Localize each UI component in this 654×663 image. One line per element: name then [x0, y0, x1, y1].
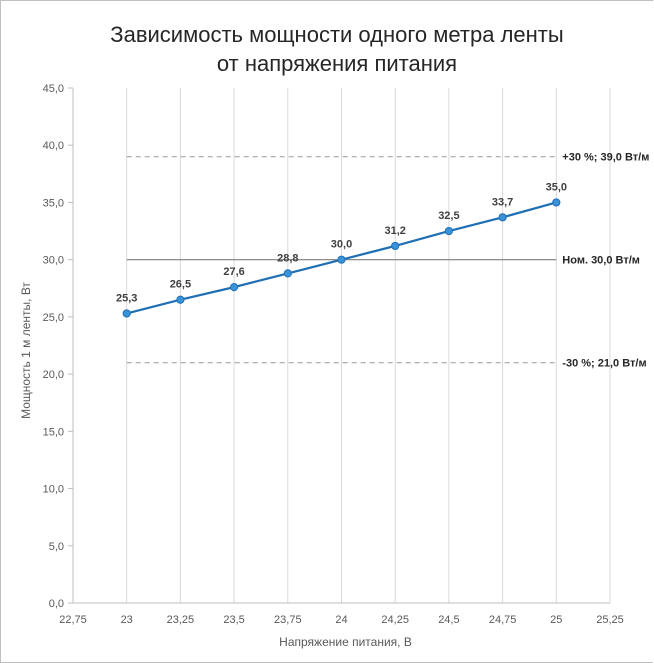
data-point [552, 198, 561, 207]
data-label: 26,5 [170, 279, 191, 291]
data-label: 35,0 [546, 181, 567, 193]
x-tick-label: 23,25 [167, 614, 195, 626]
chart-title: Зависимость мощности одного метра ленты о… [110, 22, 563, 76]
y-tick-label: 0,0 [49, 598, 64, 610]
x-tick-label: 24,5 [438, 614, 459, 626]
data-label: 31,2 [384, 225, 405, 237]
reference-line-label-1: +30 %; 39,0 Вт/м [562, 152, 649, 164]
x-tick-label: 24,25 [381, 614, 409, 626]
data-label: 30,0 [331, 239, 352, 251]
data-point [176, 295, 185, 304]
x-tick-label: 25,25 [596, 614, 624, 626]
data-point [230, 283, 239, 292]
y-tick-label: 30,0 [43, 255, 64, 267]
data-point [444, 226, 453, 236]
y-tick-label: 20,0 [43, 369, 64, 381]
x-tick-label: 23,75 [274, 614, 302, 626]
reference-line-label-3: -30 %; 21,0 Вт/м [562, 358, 646, 370]
data-point [391, 241, 400, 251]
data-point [122, 309, 131, 318]
y-tick-label: 40,0 [43, 140, 64, 152]
x-tick-label: 22,75 [59, 614, 87, 626]
data-point [498, 213, 507, 222]
data-point [337, 255, 346, 264]
y-tick-label: 15,0 [43, 426, 64, 438]
x-tick-label: 25 [550, 614, 562, 626]
data-label: 27,6 [223, 266, 244, 278]
x-tick-label: 24 [335, 614, 347, 626]
reference-line-label-2: Ном. 30,0 Вт/м [562, 255, 640, 267]
data-labels: 25,3 26,5 27,6 28,8 30,0 31,2 32,5 33,7 35,0 [116, 181, 567, 304]
x-tick-label: 23 [121, 614, 133, 626]
series [122, 198, 561, 318]
chart-title-line-2: от напряжения питания [217, 51, 457, 76]
data-label: 28,8 [277, 252, 298, 264]
data-label: 25,3 [116, 292, 137, 304]
grid-lines [72, 88, 611, 603]
y-tick-label: 25,0 [43, 312, 64, 324]
x-tick-label: 23,5 [223, 614, 244, 626]
x-axis-title: Напряжение питания, В [279, 635, 412, 649]
y-tick-label: 35,0 [43, 197, 64, 209]
y-tick-label: 10,0 [43, 484, 64, 496]
y-tick-label: 5,0 [49, 541, 64, 553]
data-label: 33,7 [492, 196, 513, 208]
reference-lines: +30 %; 39,0 Вт/м Ном. 30,0 Вт/м -30 %; 21,… [126, 152, 649, 370]
chart-title-line-1: Зависимость мощности одного метра ленты [110, 22, 563, 47]
data-label: 32,5 [438, 210, 459, 222]
y-axis-title: Мощность 1 м ленты, Вт [19, 282, 33, 419]
data-point [283, 269, 292, 278]
axes: 22,75 23 23,25 23,5 23,75 24 24,25 24,5 24,75 25 2… [43, 83, 624, 626]
y-tick-label: 45,0 [43, 83, 64, 95]
x-tick-label: 24,75 [489, 614, 517, 626]
